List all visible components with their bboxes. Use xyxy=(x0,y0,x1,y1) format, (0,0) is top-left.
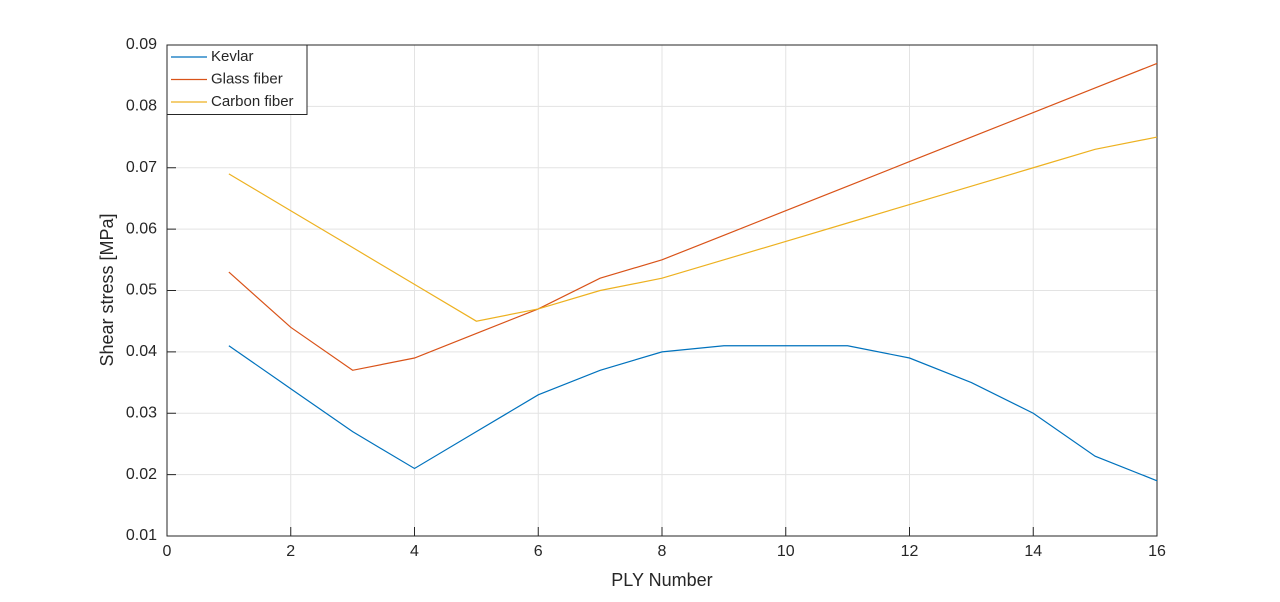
x-tick-label: 2 xyxy=(286,543,295,560)
x-tick-label: 4 xyxy=(410,543,419,560)
line-series xyxy=(228,62,1158,371)
plot-frame xyxy=(166,44,1158,537)
x-axis-label: PLY Number xyxy=(611,570,712,590)
x-tick-label: 6 xyxy=(534,543,543,560)
y-axis-label: Shear stress [MPa] xyxy=(97,213,117,366)
y-tick-label: 0.04 xyxy=(126,343,157,360)
y-tick-label: 0.09 xyxy=(126,36,157,53)
legend-label: Carbon fiber xyxy=(211,93,294,110)
x-tick-label: 10 xyxy=(777,543,795,560)
y-tick-label: 0.05 xyxy=(126,282,157,299)
y-tick-label: 0.07 xyxy=(126,159,157,176)
legend-label: Kevlar xyxy=(211,48,254,65)
y-tick-label: 0.08 xyxy=(126,98,157,115)
y-tick-label: 0.06 xyxy=(126,220,157,237)
y-tick-label: 0.03 xyxy=(126,404,157,421)
line-series xyxy=(228,136,1158,322)
y-tick-label: 0.01 xyxy=(126,527,157,544)
x-tick-label: 12 xyxy=(901,543,919,560)
x-tick-label: 0 xyxy=(163,543,172,560)
legend-label: Glass fiber xyxy=(211,70,283,87)
x-tick-label: 8 xyxy=(658,543,667,560)
x-tick-label: 14 xyxy=(1024,543,1042,560)
x-tick-label: 16 xyxy=(1148,543,1166,560)
y-tick-label: 0.02 xyxy=(126,466,157,483)
line-series xyxy=(228,345,1158,482)
